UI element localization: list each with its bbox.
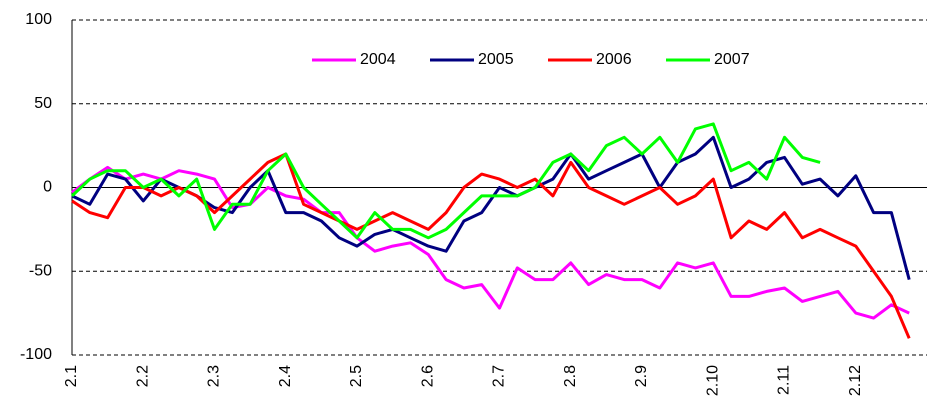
x-tick-label: 2.2 xyxy=(134,365,151,387)
y-tick-label: -50 xyxy=(29,262,52,279)
x-tick-label: 2.5 xyxy=(348,365,365,387)
x-tick-label: 2.7 xyxy=(491,365,508,387)
legend-label: 2007 xyxy=(714,51,750,68)
x-tick-label: 2.9 xyxy=(633,365,650,387)
legend-label: 2004 xyxy=(360,51,396,68)
series-line xyxy=(71,152,911,339)
y-tick-label: 50 xyxy=(34,95,52,112)
x-tick-label: 2.4 xyxy=(277,365,294,387)
series-line xyxy=(70,122,821,240)
legend-label: 2005 xyxy=(478,51,514,68)
series-line xyxy=(71,165,910,320)
legend-label: 2006 xyxy=(596,51,632,68)
x-tick-label: 2.1 xyxy=(63,365,80,387)
y-tick-label: 100 xyxy=(25,11,52,28)
x-tick-label: 2.3 xyxy=(206,365,223,387)
series-line xyxy=(71,135,911,280)
x-tick-label: 2.12 xyxy=(847,365,864,396)
x-tick-label: 2.8 xyxy=(562,365,579,387)
x-tick-label: 2.6 xyxy=(419,365,436,387)
x-tick-label: 2.11 xyxy=(776,365,793,395)
y-tick-label: 0 xyxy=(43,179,52,196)
y-tick-label: -100 xyxy=(20,346,52,363)
x-tick-label: 2.10 xyxy=(704,365,721,396)
